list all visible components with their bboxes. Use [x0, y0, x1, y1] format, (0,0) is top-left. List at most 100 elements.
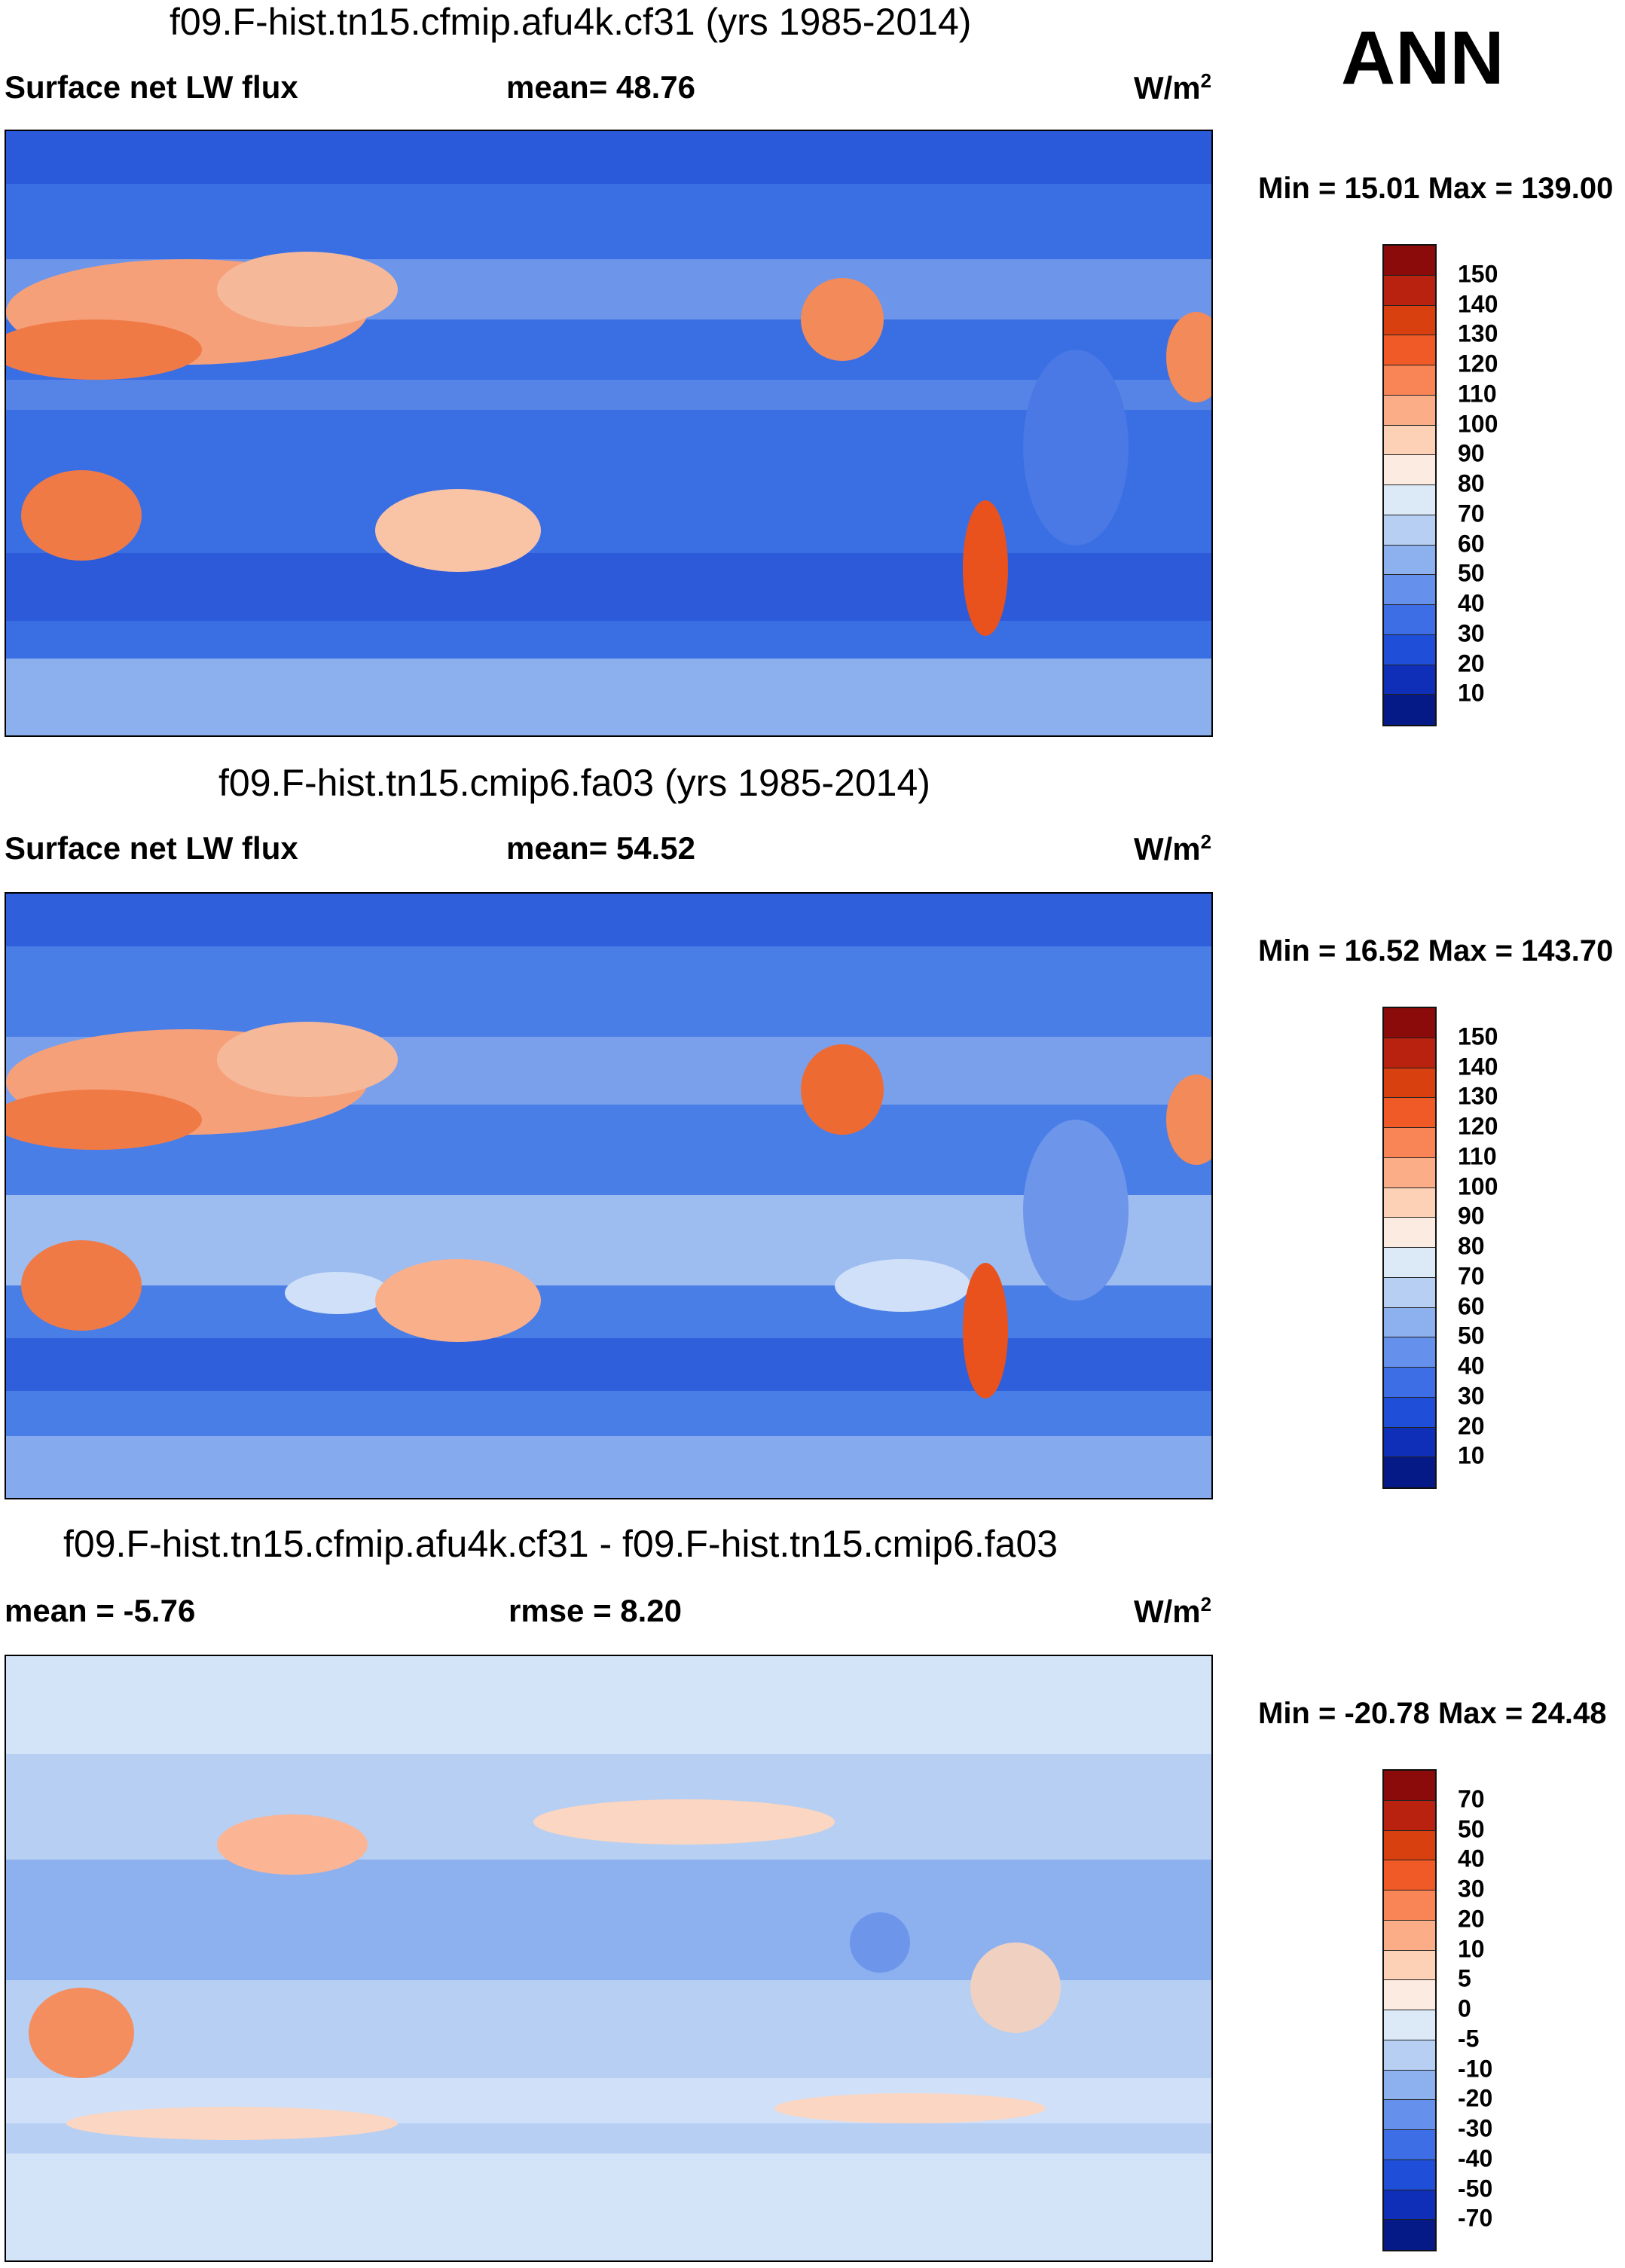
panel-3-colorbar-ticks: 70 50 40 30 20 10 5 0 -5 -10 -20 -30 -40 -50 -70: [1458, 1769, 1548, 2251]
colorbar-tick-label: -10: [1458, 2055, 1493, 2082]
panel-2-colorbar: [1382, 1007, 1437, 1489]
colorbar-swatch: [1384, 515, 1435, 546]
colorbar-tick-label: 70: [1458, 500, 1485, 527]
panel-3-rmse-label: rmse = 8.20: [509, 1593, 683, 1628]
colorbar-tick-label: 0: [1458, 1994, 1471, 2022]
panel-1-minmax: Min = 15.01 Max = 139.00: [1258, 172, 1614, 205]
panel-1-colorbar: [1382, 244, 1437, 726]
colorbar-swatch: [1384, 2220, 1435, 2250]
colorbar-tick-label: 10: [1458, 1441, 1485, 1469]
colorbar-swatch: [1384, 695, 1435, 725]
colorbar-swatch: [1384, 1277, 1435, 1308]
colorbar-swatch: [1384, 634, 1435, 665]
season-label: ANN: [1341, 16, 1504, 100]
colorbar-swatch: [1384, 2040, 1435, 2071]
panel-1-title: f09.F-hist.tn15.cfmip.afu4k.cf31 (yrs 19…: [170, 1, 972, 43]
colorbar-swatch: [1384, 2100, 1435, 2130]
colorbar-tick-label: 40: [1458, 589, 1485, 617]
colorbar-swatch: [1384, 1098, 1435, 1128]
colorbar-tick-label: 30: [1458, 1875, 1485, 1903]
colorbar-tick-label: 60: [1458, 1292, 1485, 1319]
panel-2-units: W/m2: [1134, 830, 1211, 867]
colorbar-tick-label: 120: [1458, 1112, 1498, 1140]
colorbar-tick-label: 40: [1458, 1845, 1485, 1872]
units-superscript: 2: [1200, 830, 1212, 853]
colorbar-tick-label: 30: [1458, 1382, 1485, 1410]
colorbar-tick-label: 10: [1458, 679, 1485, 707]
colorbar-tick-label: 100: [1458, 1172, 1498, 1200]
panel-3-minmax: Min = -20.78 Max = 24.48: [1258, 1697, 1607, 1730]
colorbar-tick-label: -50: [1458, 2175, 1493, 2202]
panel-1-variable-label: Surface net LW flux: [5, 69, 298, 105]
colorbar-tick-label: 10: [1458, 1935, 1485, 1962]
colorbar-tick-label: 20: [1458, 650, 1485, 677]
colorbar-swatch: [1384, 2070, 1435, 2101]
colorbar-swatch: [1384, 1830, 1435, 1861]
colorbar-swatch: [1384, 2190, 1435, 2221]
panel-2-title: f09.F-hist.tn15.cmip6.fa03 (yrs 1985-201…: [218, 762, 930, 804]
colorbar-tick-label: 80: [1458, 469, 1485, 497]
panel-1-mean-label: mean= 48.76: [506, 69, 696, 105]
colorbar-swatch: [1384, 575, 1435, 605]
colorbar-swatch: [1384, 1008, 1435, 1038]
colorbar-tick-label: -5: [1458, 2025, 1480, 2053]
panel-2-map: [5, 892, 1213, 1499]
colorbar-tick-label: 20: [1458, 1905, 1485, 1933]
colorbar-swatch: [1384, 665, 1435, 695]
colorbar-swatch: [1384, 1187, 1435, 1218]
colorbar-swatch: [1384, 1427, 1435, 1458]
colorbar-swatch: [1384, 335, 1435, 365]
colorbar-tick-label: -30: [1458, 2114, 1493, 2142]
colorbar-swatch: [1384, 1337, 1435, 1368]
units-text: W/m: [1134, 831, 1201, 867]
colorbar-tick-label: 110: [1458, 380, 1497, 408]
colorbar-swatch: [1384, 1038, 1435, 1068]
colorbar-tick-label: 70: [1458, 1262, 1485, 1290]
colorbar-tick-label: 90: [1458, 439, 1485, 467]
colorbar-swatch: [1384, 425, 1435, 456]
colorbar-swatch: [1384, 2010, 1435, 2040]
colorbar-swatch: [1384, 1860, 1435, 1891]
panel-3-mean-label: mean = -5.76: [5, 1593, 196, 1628]
panel-2-colorbar-ticks: 150 140 130 120 110 100 90 80 70 60 50 40 30 20 10: [1458, 1007, 1533, 1489]
colorbar-tick-label: 50: [1458, 1322, 1485, 1349]
panel-3-title: f09.F-hist.tn15.cfmip.afu4k.cf31 - f09.F…: [63, 1523, 1058, 1565]
colorbar-swatch: [1384, 305, 1435, 336]
colorbar-tick-label: 30: [1458, 619, 1485, 647]
colorbar-tick-label: -70: [1458, 2204, 1493, 2232]
units-text: W/m: [1134, 70, 1201, 105]
colorbar-swatch: [1384, 1157, 1435, 1188]
colorbar-swatch: [1384, 485, 1435, 515]
colorbar-tick-label: 150: [1458, 260, 1498, 288]
colorbar-tick-label: -40: [1458, 2144, 1493, 2172]
colorbar-swatch: [1384, 1457, 1435, 1487]
colorbar-swatch: [1384, 605, 1435, 635]
colorbar-swatch: [1384, 545, 1435, 576]
units-superscript: 2: [1200, 69, 1212, 92]
colorbar-swatch: [1384, 1771, 1435, 1801]
colorbar-tick-label: 140: [1458, 1053, 1498, 1080]
colorbar-tick-label: 60: [1458, 530, 1485, 557]
colorbar-swatch: [1384, 1068, 1435, 1099]
units-superscript: 2: [1200, 1593, 1212, 1615]
panel-2-minmax: Min = 16.52 Max = 143.70: [1258, 934, 1614, 967]
panel-3-units: W/m2: [1134, 1593, 1211, 1630]
colorbar-swatch: [1384, 2130, 1435, 2160]
colorbar-tick-label: 120: [1458, 350, 1498, 377]
panel-3-map-field: [6, 1656, 1211, 2260]
colorbar-tick-label: 140: [1458, 290, 1498, 317]
colorbar-tick-label: 130: [1458, 319, 1498, 347]
colorbar-swatch: [1384, 1128, 1435, 1158]
colorbar-swatch: [1384, 395, 1435, 426]
colorbar-tick-label: 40: [1458, 1352, 1485, 1380]
colorbar-tick-label: 20: [1458, 1412, 1485, 1439]
colorbar-tick-label: 70: [1458, 1785, 1485, 1813]
colorbar-tick-label: 110: [1458, 1142, 1497, 1170]
panel-1-colorbar-ticks: 150 140 130 120 110 100 90 80 70 60 50 40 30 20 10: [1458, 244, 1533, 726]
panel-2-map-field: [6, 894, 1211, 1498]
colorbar-tick-label: 5: [1458, 1964, 1471, 1992]
colorbar-swatch: [1384, 2159, 1435, 2190]
panel-2-variable-label: Surface net LW flux: [5, 830, 298, 866]
panel-1-map: [5, 130, 1213, 737]
panel-3-colorbar: [1382, 1769, 1437, 2251]
